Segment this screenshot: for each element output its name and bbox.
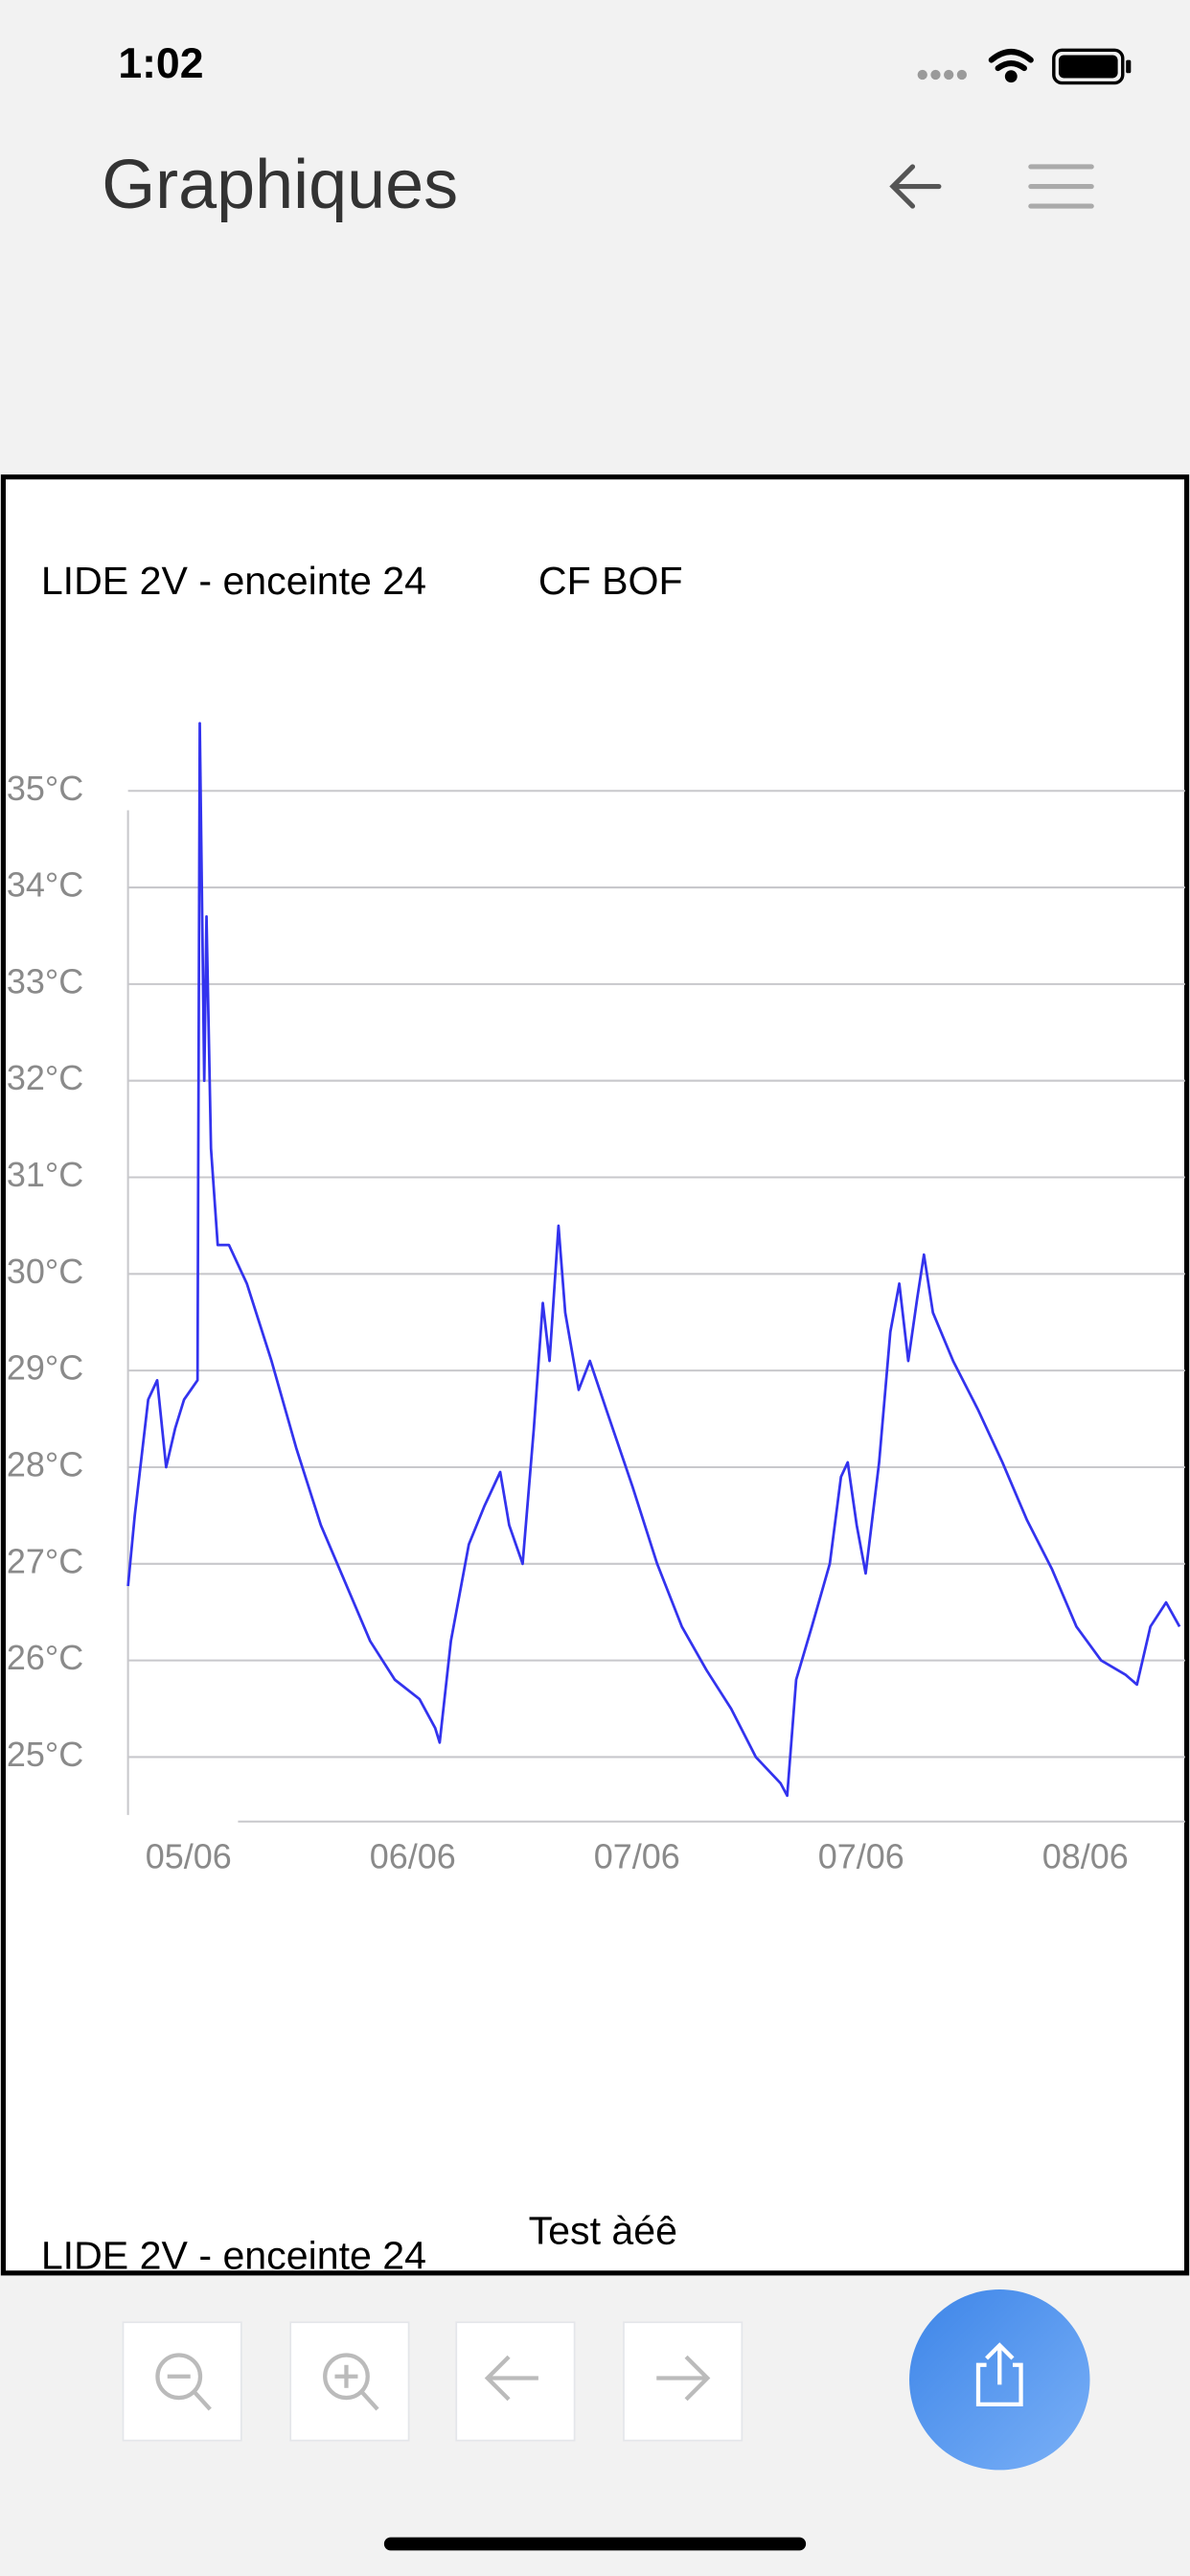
header-title: Graphiques bbox=[102, 147, 458, 223]
y-tick-label: 32°C bbox=[7, 1058, 83, 1097]
y-tick-label: 31°C bbox=[7, 1155, 83, 1194]
back-button[interactable] bbox=[889, 164, 942, 209]
x-tick-label: 07/06 bbox=[594, 1837, 680, 1876]
x-tick-label: 05/06 bbox=[146, 1837, 232, 1876]
y-tick-label: 33°C bbox=[7, 961, 83, 1000]
signal-icon bbox=[917, 69, 968, 80]
y-tick-label: 29°C bbox=[7, 1348, 83, 1388]
x-tick-label: 08/06 bbox=[1042, 1837, 1129, 1876]
share-button[interactable] bbox=[909, 2288, 1090, 2471]
home-indicator bbox=[383, 2537, 807, 2551]
y-tick-label: 25°C bbox=[7, 1735, 83, 1774]
battery-icon bbox=[1052, 48, 1132, 85]
y-tick-label: 27°C bbox=[7, 1541, 83, 1580]
menu-button[interactable] bbox=[1028, 164, 1094, 209]
status-time: 1:02 bbox=[118, 40, 203, 87]
wifi-icon bbox=[988, 49, 1034, 83]
previous-button[interactable] bbox=[455, 2321, 576, 2442]
x-tick-label: 06/06 bbox=[370, 1837, 456, 1876]
zoom-out-button[interactable] bbox=[122, 2321, 242, 2442]
zoom-in-button[interactable] bbox=[289, 2321, 410, 2442]
y-tick-label: 26°C bbox=[7, 1638, 83, 1677]
next-button[interactable] bbox=[623, 2321, 744, 2442]
next-chart-legend: Test àéê bbox=[529, 2209, 677, 2253]
next-chart-title: LIDE 2V - enceinte 24 bbox=[41, 2233, 426, 2277]
legend-entry: CF BOF bbox=[538, 559, 683, 603]
y-tick-label: 28°C bbox=[7, 1444, 83, 1484]
y-tick-label: 35°C bbox=[7, 769, 83, 808]
chart: LIDE 2V - enceinte 24 CF BOF LIDE 2V - e… bbox=[7, 559, 1185, 2277]
data-line bbox=[126, 722, 1181, 1798]
y-tick-label: 34°C bbox=[7, 865, 83, 905]
y-tick-label: 30°C bbox=[7, 1252, 83, 1291]
chart-title: LIDE 2V - enceinte 24 bbox=[41, 559, 426, 603]
x-tick-label: 07/06 bbox=[818, 1837, 904, 1876]
